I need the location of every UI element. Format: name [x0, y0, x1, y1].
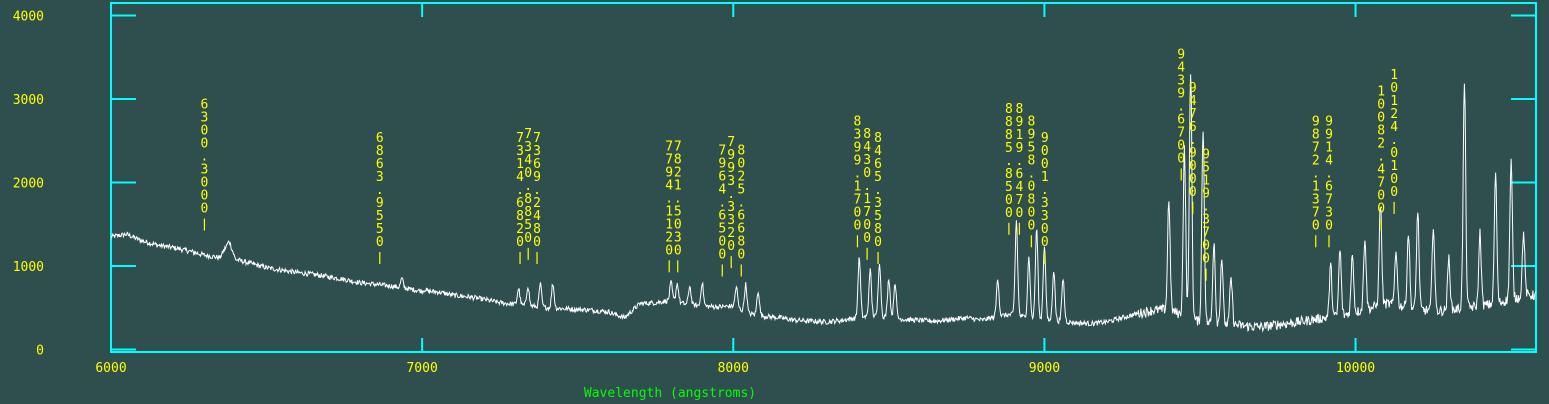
plot-frame: [110, 2, 1537, 353]
axis-tick-labels: 6000 7000 8000 9000 10000 0 1000 2000 3000 4000: [13, 10, 1375, 376]
x-tick-label: 7000: [406, 361, 437, 376]
x-tick-label: 6000: [95, 361, 126, 376]
line-identifications: 6 3 0 0. 3 0 0 0 6 8 6 3. 9 5 5 0 7 3 1 4. 6 8 2 07 3 4 0. 8 8 5 07 3 6 9…: [201, 48, 1398, 281]
x-tick-label: 10000: [1336, 361, 1375, 376]
x-axis-title: Wavelength (angstroms): [584, 386, 756, 401]
y-tick-label: 3000: [13, 93, 44, 108]
axis-ticks: [110, 3, 1536, 352]
x-tick-label: 9000: [1029, 361, 1060, 376]
spectrum-line: [110, 74, 1537, 333]
y-tick-label: 0: [36, 343, 44, 358]
y-tick-label: 2000: [13, 177, 44, 192]
y-tick-label: 1000: [13, 260, 44, 275]
y-tick-label: 4000: [13, 10, 44, 25]
x-tick-label: 8000: [718, 361, 749, 376]
spectrum-series: [110, 74, 1537, 333]
